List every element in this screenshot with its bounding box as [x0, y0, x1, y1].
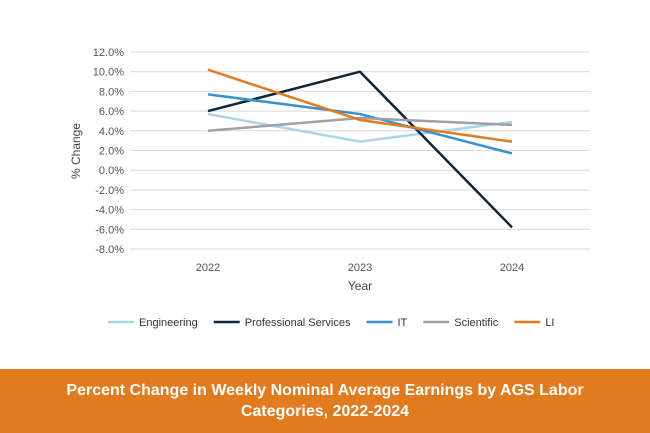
y-tick-label: 4.0% — [99, 126, 124, 138]
x-tick-label: 2023 — [348, 262, 372, 274]
x-axis-title: Year — [348, 279, 372, 293]
y-tick-label: -4.0% — [95, 205, 124, 217]
y-tick-label: 0.0% — [99, 165, 124, 177]
chart-caption: Percent Change in Weekly Nominal Average… — [66, 382, 584, 420]
y-tick-label: -8.0% — [95, 244, 124, 256]
legend: Engineering Professional Services IT Scient… — [108, 317, 555, 329]
y-axis-ticks: -8.0% -6.0% -4.0% -2.0% 0.0% 2.0% 4.0% 6.0% 8.0%… — [93, 47, 124, 256]
series-line-professional-services — [207, 70, 513, 229]
x-tick-label: 2022 — [196, 262, 220, 274]
y-tick-label: 10.0% — [93, 67, 124, 79]
series-line-li — [207, 68, 513, 143]
series-lines — [207, 68, 513, 229]
caption-banner: Percent Change in Weekly Nominal Average… — [0, 369, 650, 433]
legend-label-li: LI — [545, 317, 554, 329]
series-line-engineering — [207, 112, 513, 143]
legend-label-scientific: Scientific — [454, 317, 499, 329]
y-tick-label: 6.0% — [99, 106, 124, 118]
y-tick-label: 8.0% — [99, 86, 124, 98]
gridlines — [130, 51, 590, 250]
x-axis-ticks: 2022 2023 2024 — [196, 262, 524, 274]
legend-label-engineering: Engineering — [139, 317, 198, 329]
y-tick-label: -6.0% — [95, 224, 124, 236]
legend-label-professional-services: Professional Services — [245, 317, 351, 329]
x-tick-label: 2024 — [500, 262, 524, 274]
legend-label-it: IT — [398, 317, 408, 329]
y-axis-title: % Change — [69, 123, 83, 179]
line-chart: -8.0% -6.0% -4.0% -2.0% 0.0% 2.0% 4.0% 6.0% 8.0%… — [69, 47, 590, 329]
y-tick-label: -2.0% — [95, 185, 124, 197]
y-tick-label: 12.0% — [93, 47, 124, 59]
series-line-scientific — [207, 116, 513, 133]
y-tick-label: 2.0% — [99, 146, 124, 158]
series-line-it — [207, 93, 513, 155]
